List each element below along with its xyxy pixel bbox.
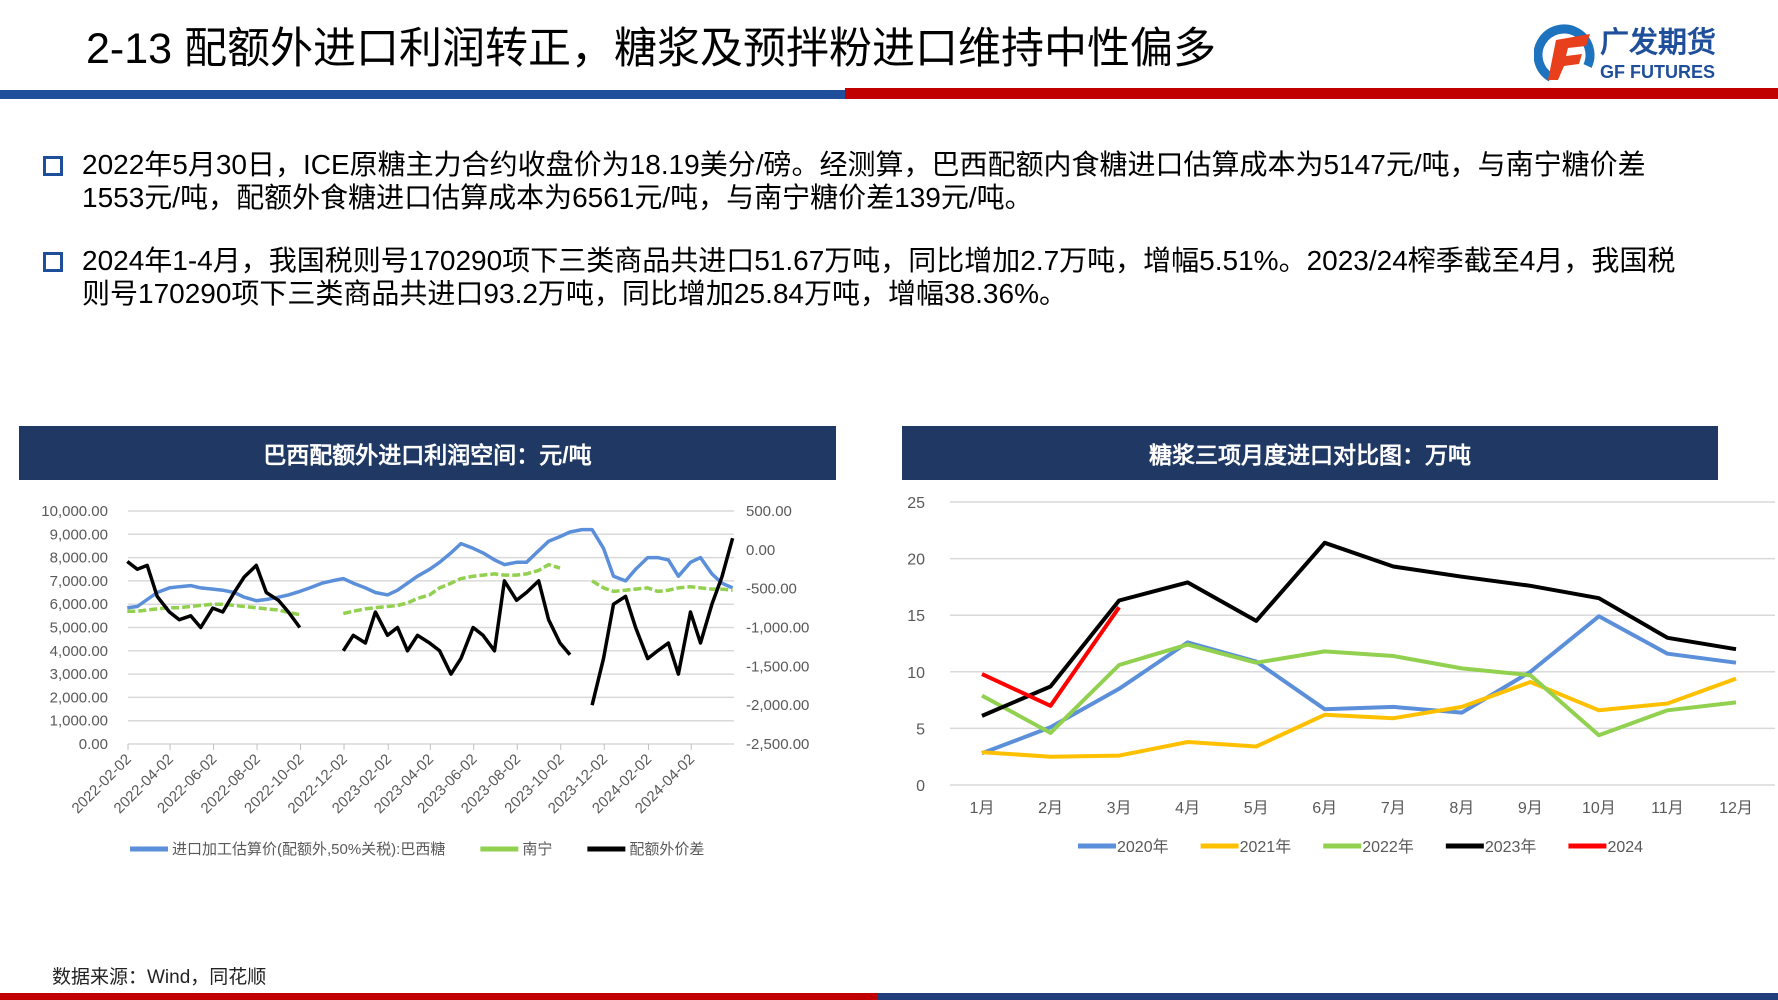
bullet-item: 2024年1-4月，我国税则号170290项下三类商品共进口51.67万吨，同比… (43, 244, 1683, 310)
right-axis-tick-label: -500.00 (746, 581, 797, 598)
import-profit-chart: 10,000.00 9,000.00 8,000.00 7,000.00 6,000.0… (41, 503, 809, 858)
data-source: 数据来源：Wind，同花顺 (52, 967, 267, 988)
x-axis-tick-label: 2月 (1038, 800, 1063, 817)
legend-label: 2024 (1607, 839, 1643, 856)
x-axis-tick-label: 12月 (1719, 800, 1753, 817)
left-axis-tick-label: 9,000.00 (50, 526, 108, 543)
y-axis-tick-label: 5 (916, 721, 925, 738)
left-axis-tick-label: 5,000.00 (50, 620, 108, 637)
right-chart-title: 糖浆三项月度进口对比图：万吨 (902, 426, 1718, 480)
x-axis-tick-label: 10月 (1582, 800, 1616, 817)
series-line (981, 642, 1737, 738)
gf-futures-logo: 广发期货 GF FUTURES (1533, 20, 1749, 86)
logo-text-cn: 广发期货 (1600, 25, 1716, 59)
series-line (981, 676, 1737, 759)
right-axis-tick-label: -2,000.00 (746, 697, 809, 714)
right-axis-tick-label: 0.00 (746, 542, 775, 559)
right-axis-tick-label: -1,500.00 (746, 658, 809, 675)
series-line (981, 614, 1737, 756)
square-bullet-icon (43, 252, 63, 272)
logo-text-en: GF FUTURES (1600, 62, 1715, 82)
header-divider-red (845, 88, 1778, 99)
legend-label: 2023年 (1485, 838, 1537, 856)
left-axis-tick-label: 2,000.00 (50, 689, 108, 706)
page-title: 2-13 配额外进口利润转正，糖浆及预拌粉进口维持中性偏多 (86, 25, 1217, 73)
x-axis-tick-label: 11月 (1651, 800, 1684, 817)
y-axis-tick-label: 10 (907, 665, 925, 682)
x-axis-tick-label: 5月 (1244, 800, 1269, 817)
footer-bar-red (0, 993, 877, 1000)
footer-bar-blue (877, 993, 1778, 1000)
legend-label: 南宁 (522, 841, 552, 858)
series-line-right (126, 537, 735, 706)
x-axis-tick-label: 3月 (1107, 800, 1132, 817)
bullet-text: 2024年1-4月，我国税则号170290项下三类商品共进口51.67万吨，同比… (82, 245, 1676, 309)
left-axis-tick-label: 4,000.00 (50, 643, 108, 660)
series-line-left (127, 527, 734, 610)
legend-label: 2021年 (1240, 838, 1292, 856)
left-axis-tick-label: 6,000.00 (50, 596, 108, 613)
series-line-left (127, 562, 733, 617)
series-line (981, 540, 1737, 718)
syrup-import-chart: 25 20 15 10 5 0 1月 2月 3月 4月 5月 6月 7月 8月 9月 10月 11月 12月 202… (907, 495, 1775, 856)
bullet-item: 2022年5月30日，ICE原糖主力合约收盘价为18.19美分/磅。经测算，巴西… (43, 148, 1683, 214)
legend-label: 进口加工估算价(配额外,50%关税):巴西糖 (172, 840, 445, 858)
left-axis-tick-label: 7,000.00 (50, 573, 108, 590)
left-axis-tick-label: 8,000.00 (50, 550, 108, 567)
left-chart-title: 巴西配额外进口利润空间：元/吨 (19, 426, 836, 480)
left-axis-tick-label: 3,000.00 (50, 666, 108, 683)
header-divider-blue (0, 90, 845, 99)
left-axis-tick-label: 0.00 (79, 736, 108, 753)
y-axis-tick-label: 20 (907, 552, 925, 569)
gf-logo-icon: 广发期货 GF FUTURES (1533, 24, 1716, 86)
square-bullet-icon (43, 156, 63, 176)
series-line (981, 606, 1121, 708)
left-axis-tick-label: 10,000.00 (41, 503, 108, 520)
right-axis-tick-label: -1,000.00 (746, 620, 809, 637)
x-axis-tick-label: 7月 (1381, 800, 1406, 817)
bullet-text: 2022年5月30日，ICE原糖主力合约收盘价为18.19美分/磅。经测算，巴西… (82, 149, 1646, 213)
x-axis-tick-label: 1月 (970, 800, 995, 817)
right-axis-tick-label: 500.00 (746, 503, 792, 520)
x-axis-tick-label: 4月 (1175, 800, 1200, 817)
y-axis-tick-label: 15 (907, 608, 925, 625)
legend-label: 配额外价差 (629, 841, 704, 858)
legend-label: 2022年 (1362, 838, 1414, 856)
x-axis-tick-label: 6月 (1312, 800, 1337, 817)
y-axis-tick-label: 25 (907, 495, 925, 512)
right-axis-tick-label: -2,500.00 (746, 736, 809, 753)
x-axis-tick-label: 9月 (1518, 800, 1543, 817)
legend-label: 2020年 (1117, 838, 1169, 856)
left-axis-tick-label: 1,000.00 (50, 713, 108, 730)
y-axis-tick-label: 0 (916, 778, 925, 795)
x-axis-tick-label: 8月 (1449, 800, 1474, 817)
